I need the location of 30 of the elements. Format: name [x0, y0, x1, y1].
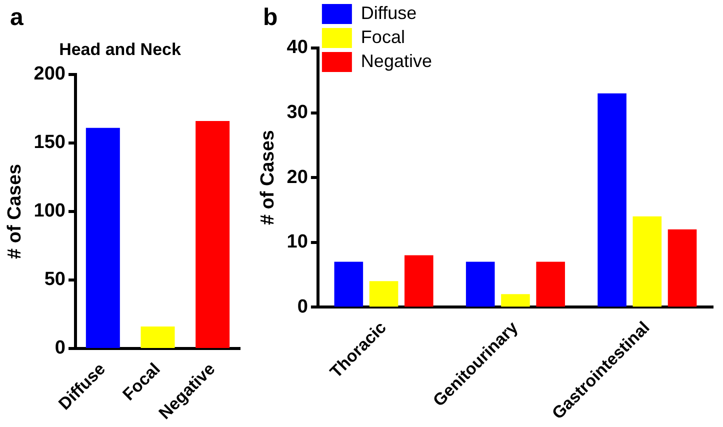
- bar: [86, 128, 120, 348]
- bar: [140, 326, 175, 348]
- bar: [404, 255, 434, 307]
- legend-label: Diffuse: [360, 2, 417, 23]
- y-tick-label: 150: [34, 132, 66, 154]
- bar: [466, 262, 495, 307]
- bar: [632, 216, 662, 307]
- bar: [334, 262, 364, 307]
- y-tick-label: 0: [54, 338, 66, 359]
- chart-title: Head and Neck: [59, 40, 182, 59]
- y-tick-label: 50: [44, 269, 66, 290]
- bar: [598, 93, 626, 307]
- legend-label: Focal: [360, 26, 405, 47]
- legend-label: Negative: [360, 50, 432, 71]
- bar: [501, 294, 530, 307]
- y-tick-label: 40: [286, 37, 308, 58]
- text: a: [10, 4, 24, 32]
- y-tick-label: 30: [286, 102, 308, 123]
- y-tick-label: 0: [297, 296, 308, 318]
- bar: [196, 120, 230, 348]
- text: b: [263, 4, 278, 32]
- y-tick-label: 10: [286, 232, 308, 253]
- y-tick-label: 200: [34, 64, 66, 85]
- y-axis-title: # of Cases: [4, 164, 26, 259]
- bar: [536, 262, 565, 307]
- y-tick-label: 20: [286, 166, 308, 188]
- y-axis-title: # of Cases: [258, 130, 279, 226]
- bar: [668, 229, 697, 307]
- y-tick-label: 100: [34, 200, 66, 222]
- bar: [369, 281, 398, 307]
